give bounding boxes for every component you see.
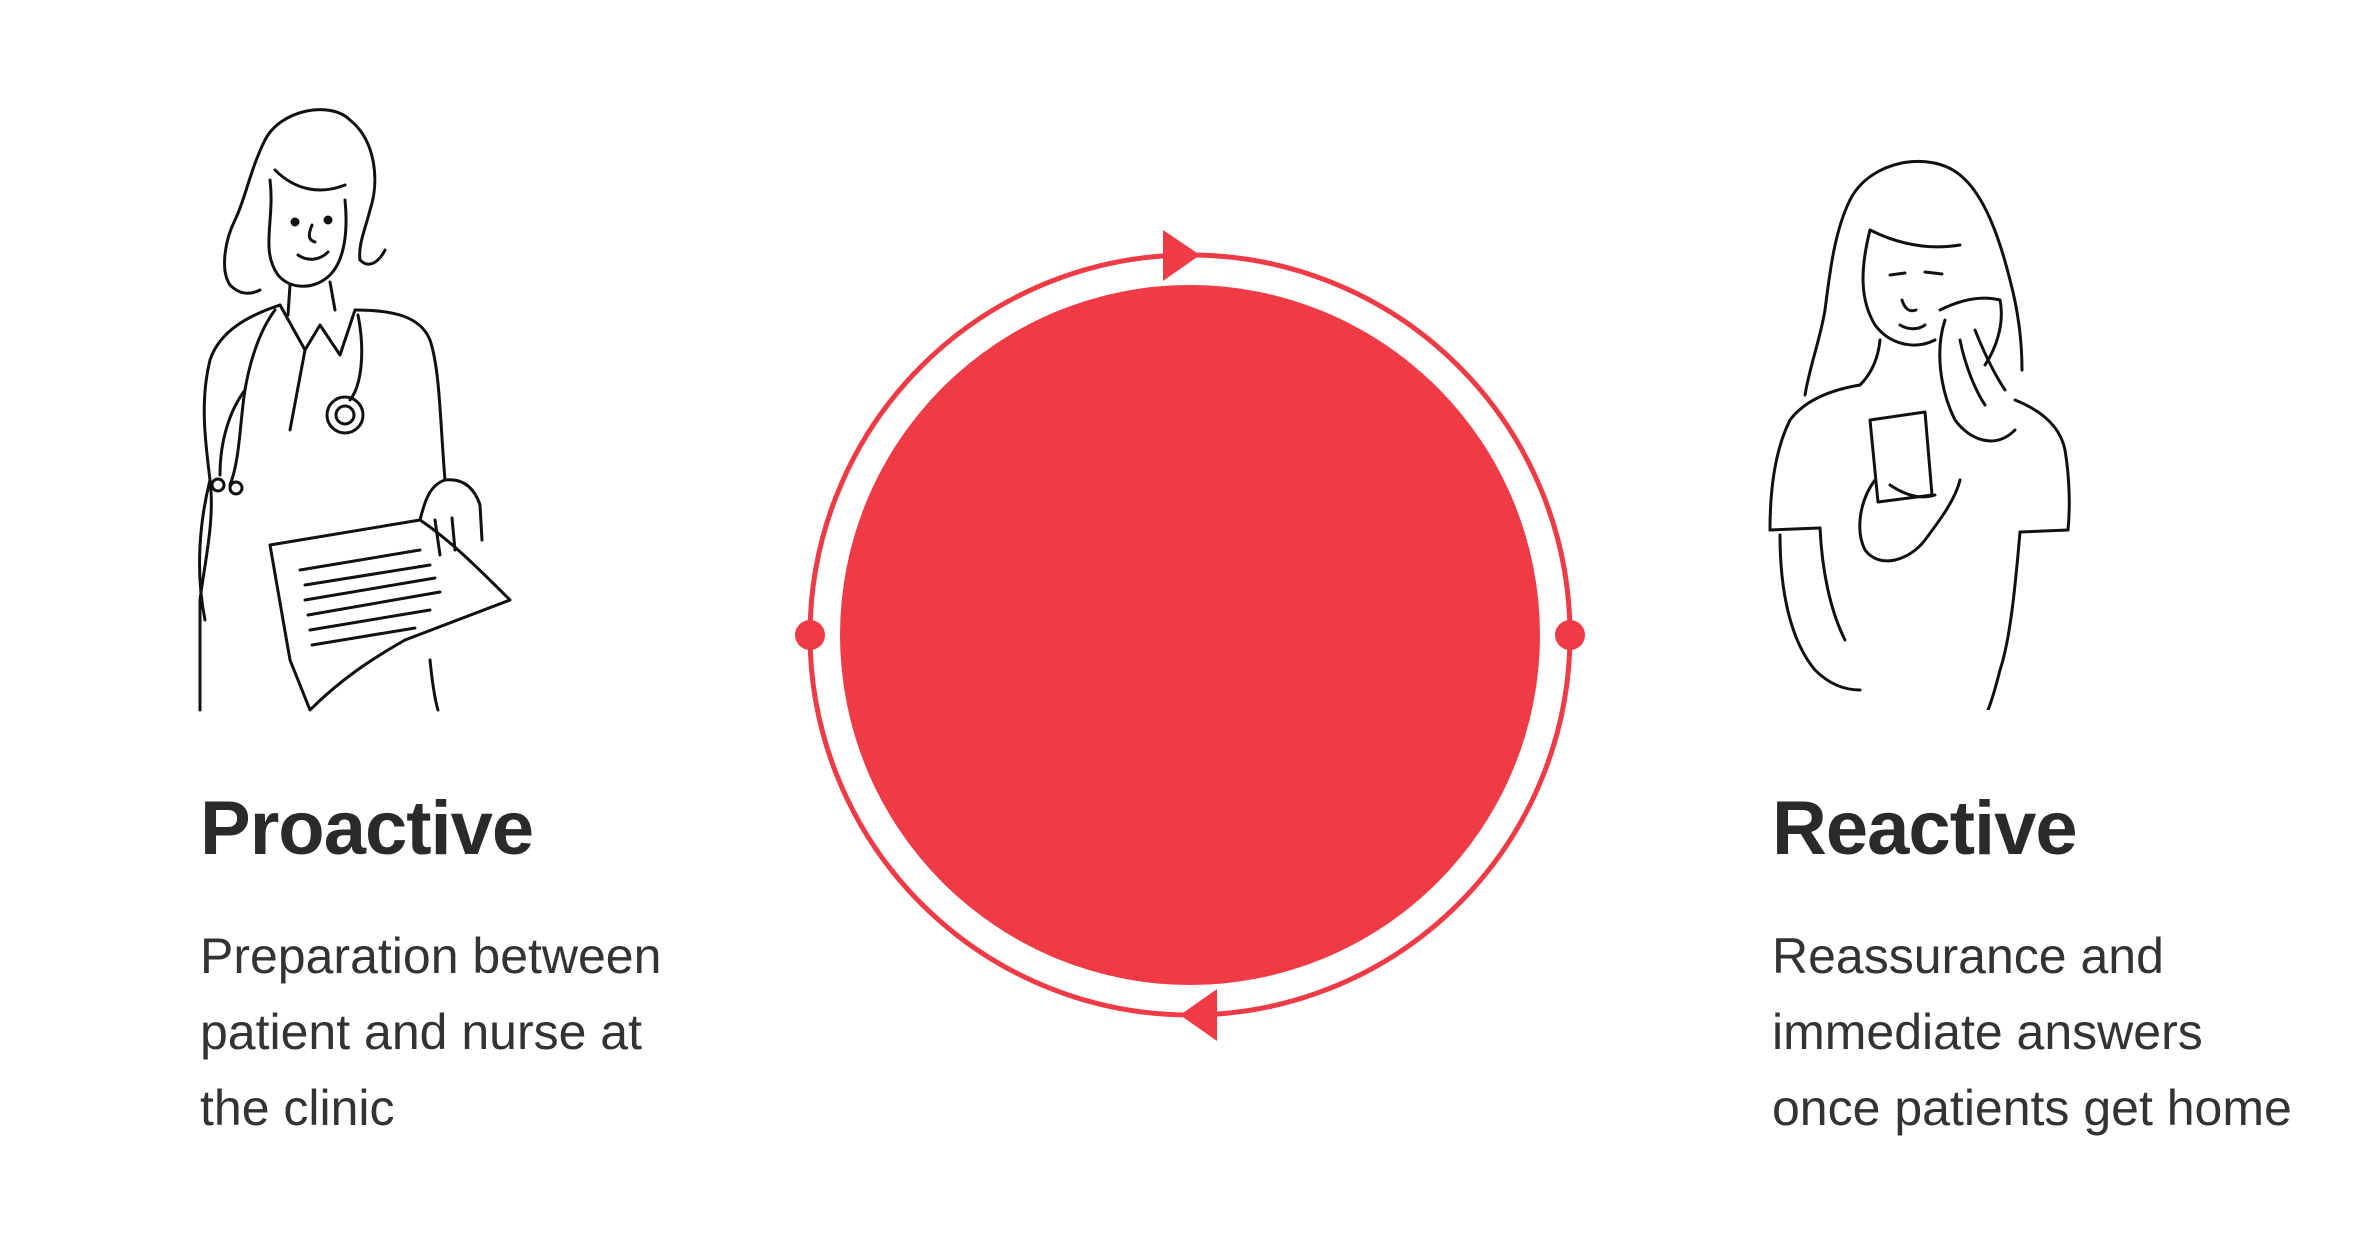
reactive-title: Reactive (1772, 786, 2078, 871)
nurse-with-clipboard-icon (198, 108, 512, 712)
proactive-description: Preparation between patient and nurse at… (200, 928, 662, 1136)
proactive-title: Proactive (200, 786, 534, 871)
reactive-column: Reactive Reassurance and immediate answe… (1772, 786, 2352, 1146)
arrow-left-icon (1180, 989, 1217, 1041)
reactive-description: Reassurance and immediate answers once p… (1772, 928, 2292, 1136)
proactive-column: Proactive Preparation between patient an… (200, 786, 760, 1146)
patient-with-phone-icon (1768, 159, 2071, 710)
ring-node-left (795, 620, 825, 650)
ring-node-right (1555, 620, 1585, 650)
cycle-ring-icon (795, 230, 1585, 1041)
arrow-right-icon (1163, 230, 1200, 281)
inner-disc (840, 285, 1540, 985)
